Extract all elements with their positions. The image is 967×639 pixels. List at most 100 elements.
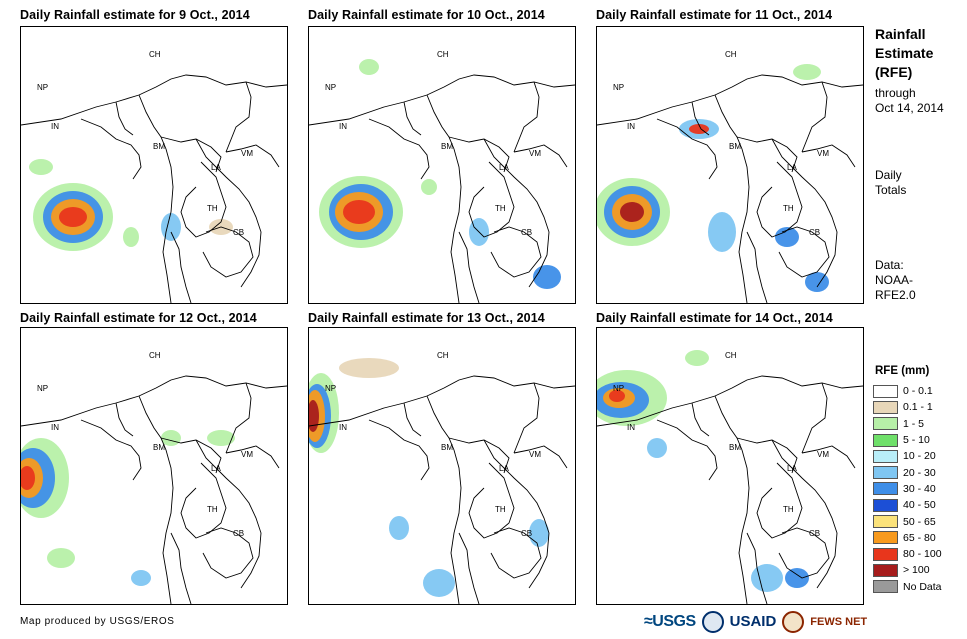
country-border	[115, 101, 134, 136]
country-label: CB	[233, 228, 244, 237]
panel-title-3: Daily Rainfall estimate for 11 Oct., 201…	[596, 8, 833, 22]
legend-label: 0 - 0.1	[903, 385, 933, 398]
country-border	[160, 437, 222, 474]
country-label: IN	[339, 423, 347, 432]
country-border	[225, 445, 280, 469]
country-border	[225, 144, 280, 168]
country-label: NP	[37, 384, 48, 393]
rainfall-area	[708, 212, 736, 252]
country-border	[170, 532, 192, 604]
rainfall-area	[47, 548, 75, 568]
map-panel-2: CH NP IN BM VM LA TH CB	[308, 26, 576, 304]
panel-title-6: Daily Rainfall estimate for 14 Oct., 201…	[596, 311, 833, 325]
country-border	[771, 439, 838, 589]
legend-swatch	[873, 384, 898, 398]
rainfall-area	[131, 570, 151, 586]
rainfall-map: CH NP IN BM VM LA TH CB	[309, 27, 575, 303]
rainfall-area	[309, 400, 319, 432]
country-label: LA	[211, 163, 221, 172]
country-label: TH	[207, 505, 218, 514]
country-label: NP	[613, 384, 624, 393]
country-label: BM	[441, 142, 453, 151]
country-border	[195, 138, 262, 288]
rainfall-area	[29, 159, 53, 175]
country-label: VM	[817, 149, 829, 158]
country-label: CH	[725, 351, 737, 360]
country-label: NP	[37, 83, 48, 92]
rainfall-area	[685, 350, 709, 366]
country-border	[656, 419, 718, 481]
map-panel-5: CH NP IN BM VM LA TH CB	[308, 327, 576, 605]
fews-net-logo: FEWS NET	[810, 615, 868, 628]
rainfall-area	[647, 438, 667, 458]
country-border	[225, 81, 252, 153]
map-panel-1: CH NP IN BM VM LA TH CB	[20, 26, 288, 304]
map-background	[309, 27, 575, 303]
country-label: LA	[787, 163, 797, 172]
data-source-line2: RFE2.0	[875, 288, 916, 302]
country-border	[138, 94, 174, 303]
country-border	[115, 402, 134, 437]
panel-title-5: Daily Rainfall estimate for 13 Oct., 201…	[308, 311, 545, 325]
rainfall-area	[389, 516, 409, 540]
legend-item: 5 - 10	[873, 432, 942, 448]
country-border	[138, 395, 174, 604]
rainfall-area	[805, 272, 829, 292]
country-border	[513, 382, 540, 454]
rainfall-map: CH NP IN BM VM LA TH CB	[309, 328, 575, 604]
rainfall-area	[421, 179, 437, 195]
country-border	[426, 395, 462, 604]
country-label: TH	[783, 204, 794, 213]
country-label: TH	[207, 204, 218, 213]
country-border	[403, 402, 422, 437]
rainfall-area	[339, 358, 399, 378]
legend-item: 1 - 5	[873, 416, 942, 432]
country-border	[170, 231, 192, 303]
country-label: CB	[233, 529, 244, 538]
legend-swatch	[873, 449, 898, 463]
country-border	[448, 136, 510, 173]
country-label: CH	[437, 351, 449, 360]
rfe-title-line1: Rainfall	[875, 26, 926, 42]
legend-label: 40 - 50	[903, 499, 936, 512]
country-border	[202, 226, 254, 278]
country-label: NP	[613, 83, 624, 92]
country-label: CH	[149, 50, 161, 59]
country-border	[801, 382, 828, 454]
country-label: NP	[325, 83, 336, 92]
country-border	[458, 231, 480, 303]
country-border	[771, 138, 838, 288]
country-border	[80, 419, 142, 481]
rainfall-map: CH NP IN BM VM LA TH CB	[597, 27, 863, 303]
rainfall-map: CH NP IN BM VM LA TH CB	[597, 328, 863, 604]
rainfall-area	[751, 564, 783, 592]
country-label: CH	[437, 50, 449, 59]
legend-label: No Data	[903, 580, 942, 593]
country-border	[746, 532, 768, 604]
country-border	[756, 161, 803, 238]
country-label: LA	[499, 464, 509, 473]
legend-swatch	[873, 400, 898, 414]
fews-seal-icon	[782, 610, 805, 633]
map-background	[21, 27, 287, 303]
country-border	[513, 81, 540, 153]
rainfall-area	[161, 213, 181, 241]
country-label: IN	[339, 122, 347, 131]
country-border	[483, 138, 550, 288]
map-panel-4: CH NP IN BM VM LA TH CB	[20, 327, 288, 605]
map-background	[597, 328, 863, 604]
country-label: VM	[817, 450, 829, 459]
country-border	[736, 136, 798, 173]
legend-swatch	[873, 433, 898, 447]
legend-item: 30 - 40	[873, 481, 942, 497]
legend-label: 80 - 100	[903, 548, 942, 561]
country-border	[736, 437, 798, 474]
legend-label: 65 - 80	[903, 531, 936, 544]
legend-item: 80 - 100	[873, 546, 942, 562]
legend: 0 - 0.1 0.1 - 1 1 - 5 5 - 10 10 - 20 20 - 30 3…	[873, 383, 942, 595]
country-label: IN	[51, 122, 59, 131]
legend-swatch	[873, 547, 898, 561]
rfe-title-line3: (RFE)	[875, 64, 913, 80]
country-label: BM	[729, 443, 741, 452]
country-border	[180, 462, 227, 539]
